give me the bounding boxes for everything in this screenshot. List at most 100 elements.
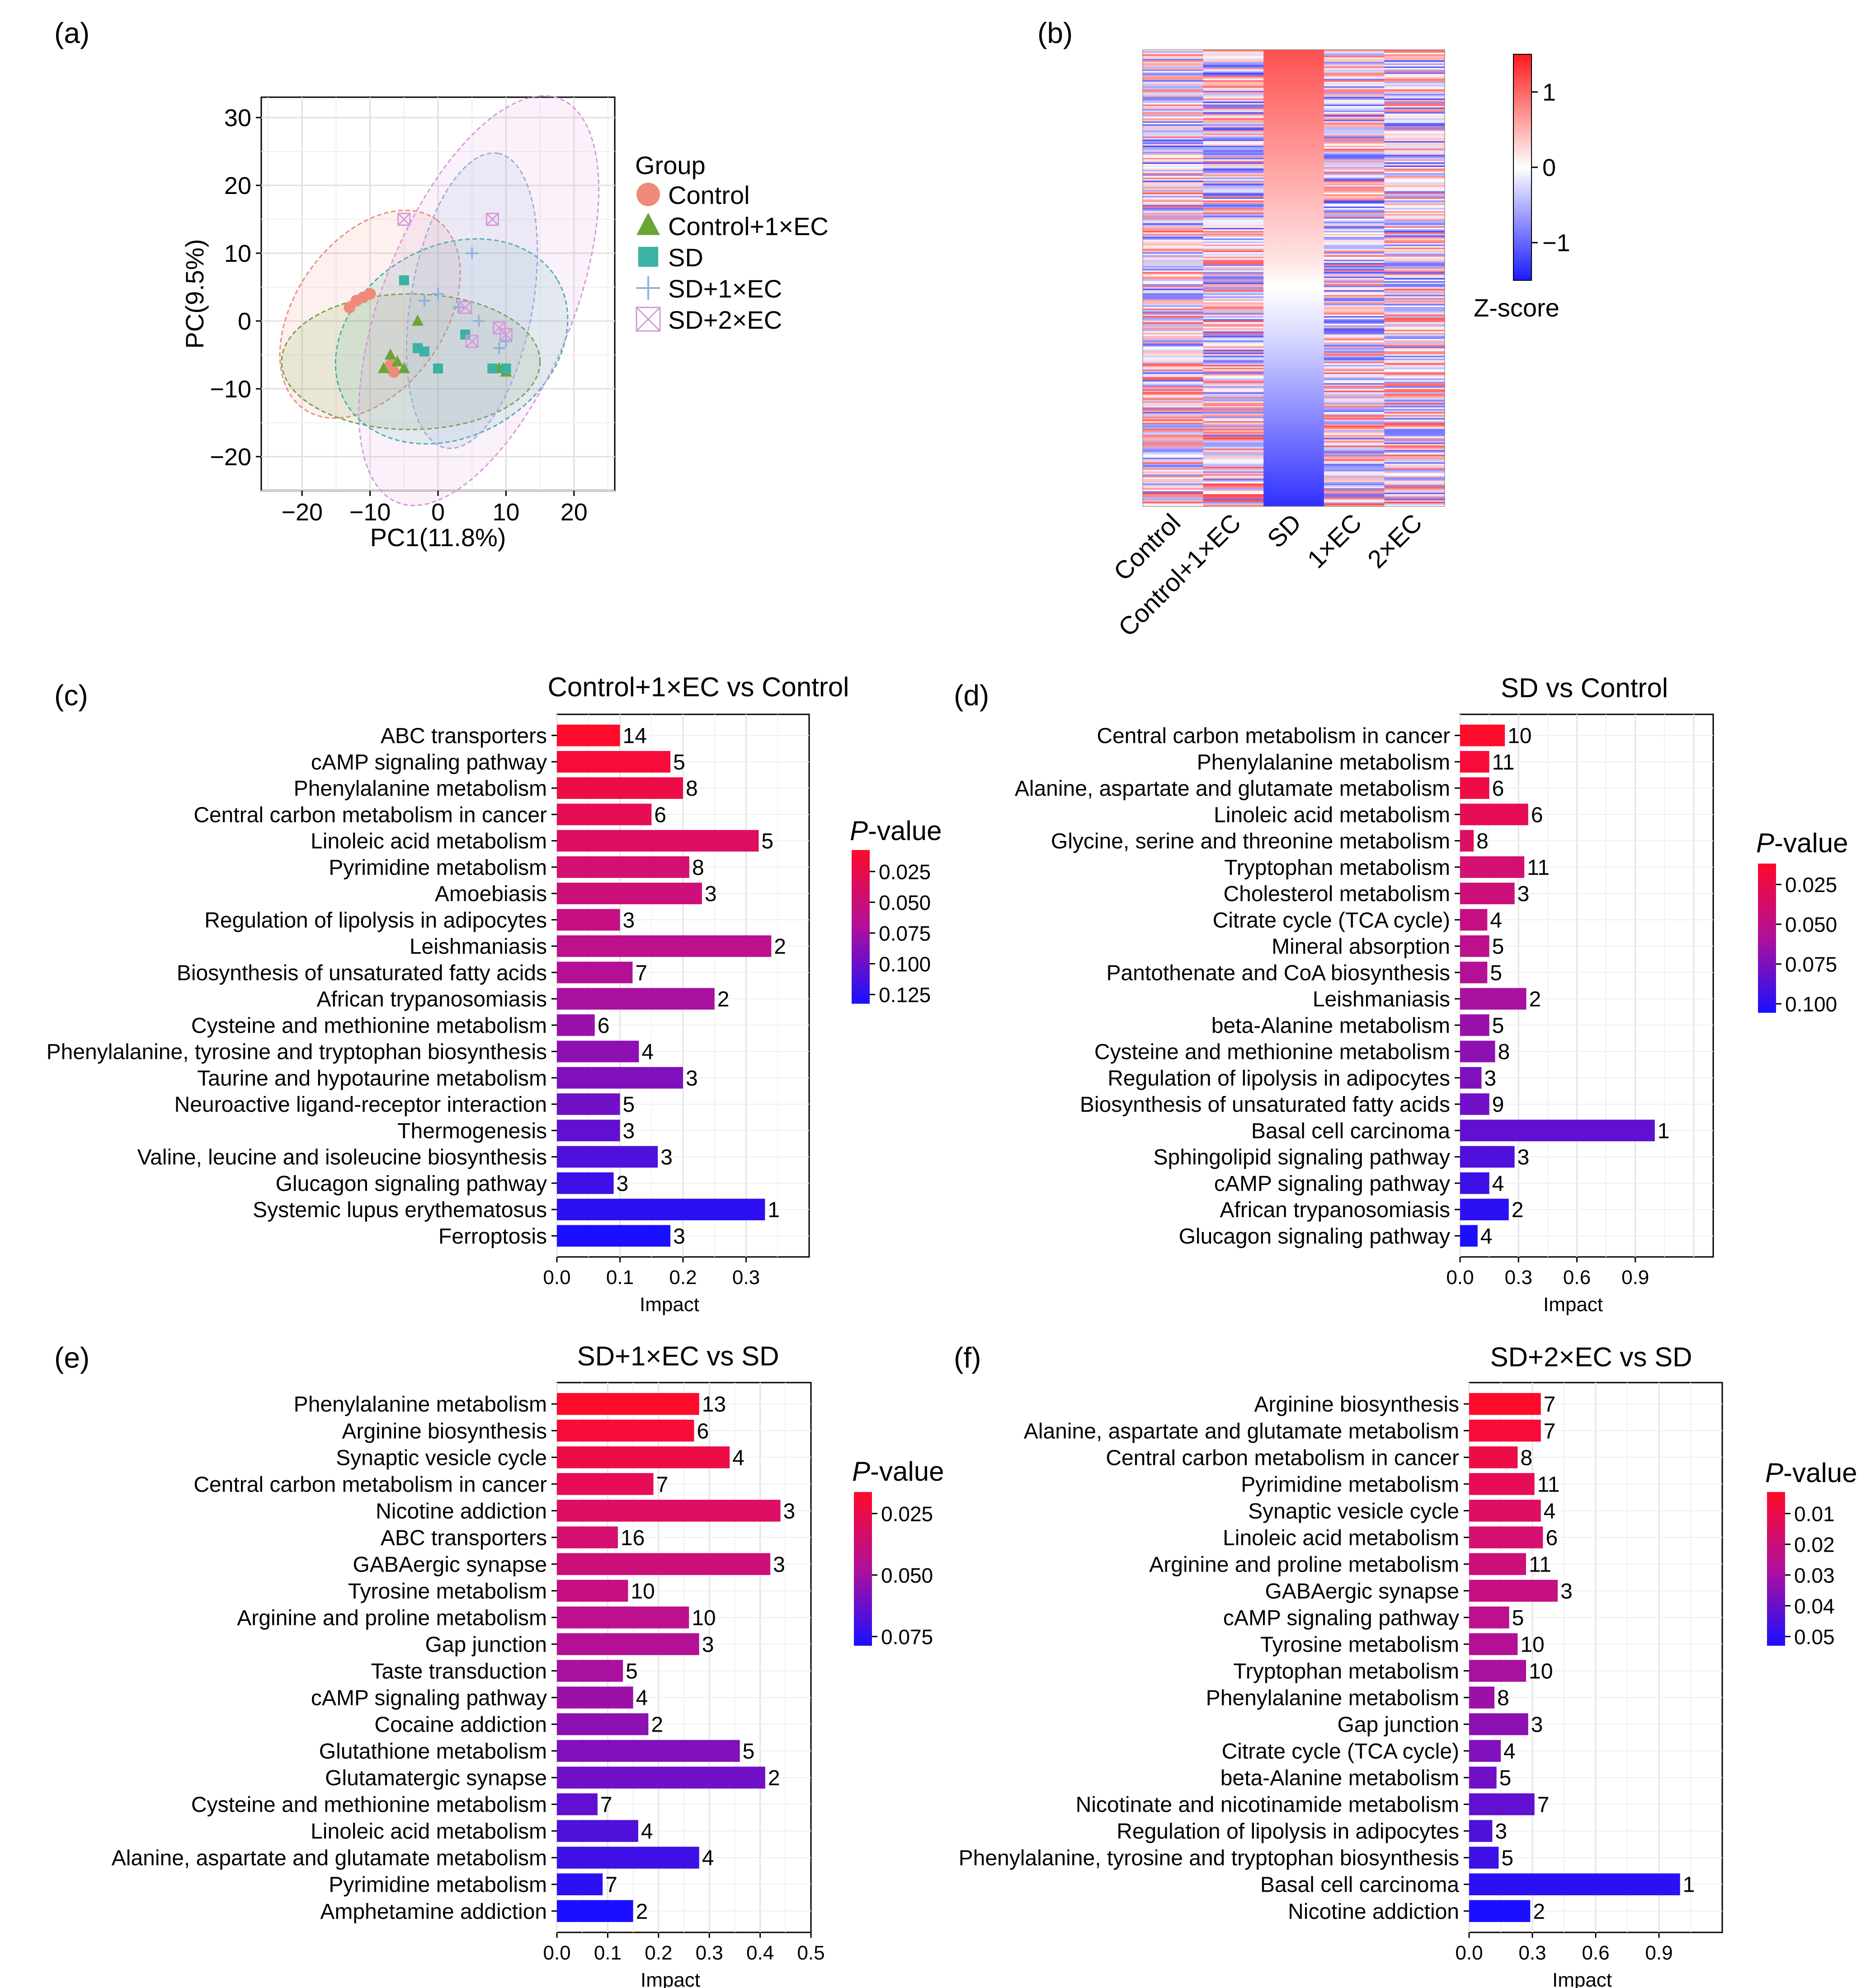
- bar: [557, 1067, 683, 1089]
- heatmap-cell: [1324, 494, 1385, 496]
- heatmap-cell: [1324, 209, 1385, 212]
- heatmap-cell: [1203, 387, 1264, 390]
- bar-x-label: Impact: [1552, 1969, 1612, 1988]
- heatmap-cell: [1384, 401, 1445, 403]
- heatmap-cell: [1324, 130, 1385, 132]
- heatmap-cell: [1203, 106, 1264, 108]
- heatmap-cell: [1203, 266, 1264, 268]
- heatmap-cell: [1143, 331, 1204, 333]
- heatmap-cell: [1324, 422, 1385, 425]
- heatmap-cell: [1203, 155, 1264, 157]
- bar-count-label: 3: [773, 1553, 785, 1577]
- heatmap-cell: [1203, 59, 1264, 61]
- pathway-label: Cysteine and methionine metabolism: [1094, 1040, 1450, 1064]
- pathway-label: Citrate cycle (TCA cycle): [1222, 1740, 1459, 1764]
- heatmap-cell: [1203, 471, 1264, 473]
- pathway-label: Basal cell carcinoma: [1251, 1119, 1450, 1143]
- heatmap-cell: [1143, 346, 1204, 349]
- heatmap-cell: [1203, 144, 1264, 146]
- pathway-label: Phenylalanine metabolism: [294, 777, 547, 801]
- heatmap-cell: [1203, 416, 1264, 419]
- heatmap-cell: [1203, 156, 1264, 158]
- heatmap-cell: [1143, 65, 1204, 67]
- heatmap-cell: [1384, 118, 1445, 120]
- zscore-legend-title: Z-score: [1474, 293, 1560, 322]
- heatmap-cell: [1324, 389, 1385, 391]
- bar-x-tick-label: 0.6: [1582, 1942, 1609, 1964]
- heatmap-cell: [1324, 83, 1385, 85]
- heatmap-cell: [1324, 52, 1385, 55]
- heatmap-cell: [1203, 371, 1264, 373]
- bar: [557, 1225, 671, 1247]
- pvalue-colorbar: [854, 1492, 872, 1646]
- heatmap-cell: [1324, 223, 1385, 225]
- heatmap-cell: [1143, 381, 1204, 383]
- heatmap-cell: [1324, 474, 1385, 477]
- heatmap-cell: [1324, 205, 1385, 207]
- bar-count-label: 2: [717, 987, 730, 1011]
- heatmap-cell: [1203, 170, 1264, 172]
- heatmap-cell: [1384, 436, 1445, 438]
- bar-x-tick-label: 0.3: [1505, 1266, 1532, 1289]
- bar: [1460, 724, 1505, 746]
- pca-point: [636, 212, 660, 235]
- pathway-label: ABC transporters: [381, 724, 547, 748]
- heatmap-cell: [1203, 168, 1264, 170]
- heatmap-cell: [1143, 305, 1204, 307]
- heatmap-cell: [1143, 231, 1204, 233]
- pathway-label: Glutamatergic synapse: [325, 1766, 547, 1790]
- heatmap-cell: [1203, 130, 1264, 132]
- heatmap-cell: [1203, 124, 1264, 126]
- heatmap-cell: [1203, 197, 1264, 199]
- heatmap-cell: [1143, 100, 1204, 102]
- heatmap-cell: [1324, 421, 1385, 423]
- heatmap-cell: [1324, 354, 1385, 356]
- heatmap-cell: [1384, 505, 1445, 507]
- heatmap-cell: [1143, 275, 1204, 277]
- heatmap-cell: [1143, 127, 1204, 129]
- heatmap-cell: [1384, 366, 1445, 368]
- heatmap-cell: [1143, 397, 1204, 399]
- heatmap-cell: [1384, 66, 1445, 68]
- heatmap-cell: [1143, 499, 1204, 501]
- heatmap-cell: [1143, 94, 1204, 96]
- heatmap-cell: [1143, 477, 1204, 479]
- heatmap-cell: [1143, 472, 1204, 475]
- heatmap-cell: [1324, 171, 1385, 174]
- heatmap-cell: [1324, 392, 1385, 394]
- bar-grid: [1459, 714, 1713, 1257]
- heatmap-cell: [1324, 360, 1385, 362]
- heatmap-cell: [1203, 438, 1264, 440]
- pca-point: [485, 212, 499, 226]
- pca-point: [466, 247, 478, 259]
- heatmap-cell: [1143, 77, 1204, 79]
- heatmap-cell: [1324, 355, 1385, 358]
- heatmap-cell: [1203, 489, 1264, 491]
- pvalue-tick-label: 0.03: [1794, 1564, 1835, 1587]
- heatmap-cell: [1143, 476, 1204, 478]
- bar-count-label: 3: [617, 1172, 629, 1196]
- heatmap-cell: [1324, 56, 1385, 58]
- heatmap-cell: [1324, 241, 1385, 243]
- heatmap-cell: [1203, 468, 1264, 470]
- heatmap-cell: [1324, 112, 1385, 114]
- heatmap-cell: [1384, 170, 1445, 172]
- heatmap-cell: [1324, 471, 1385, 473]
- heatmap-cell: [1203, 362, 1264, 364]
- bar-count-label: 8: [686, 777, 698, 801]
- heatmap-cell: [1384, 146, 1445, 147]
- bar-chart-title: SD vs Control: [1501, 673, 1668, 703]
- heatmap-cell: [1384, 60, 1445, 62]
- heatmap-cell: [1143, 165, 1204, 167]
- heatmap-cell: [1203, 107, 1264, 109]
- heatmap-cell: [1143, 406, 1204, 408]
- heatmap-cell: [1203, 71, 1264, 73]
- heatmap-cell: [1384, 363, 1445, 365]
- heatmap-cell: [1203, 173, 1264, 175]
- heatmap-cell: [1143, 101, 1204, 104]
